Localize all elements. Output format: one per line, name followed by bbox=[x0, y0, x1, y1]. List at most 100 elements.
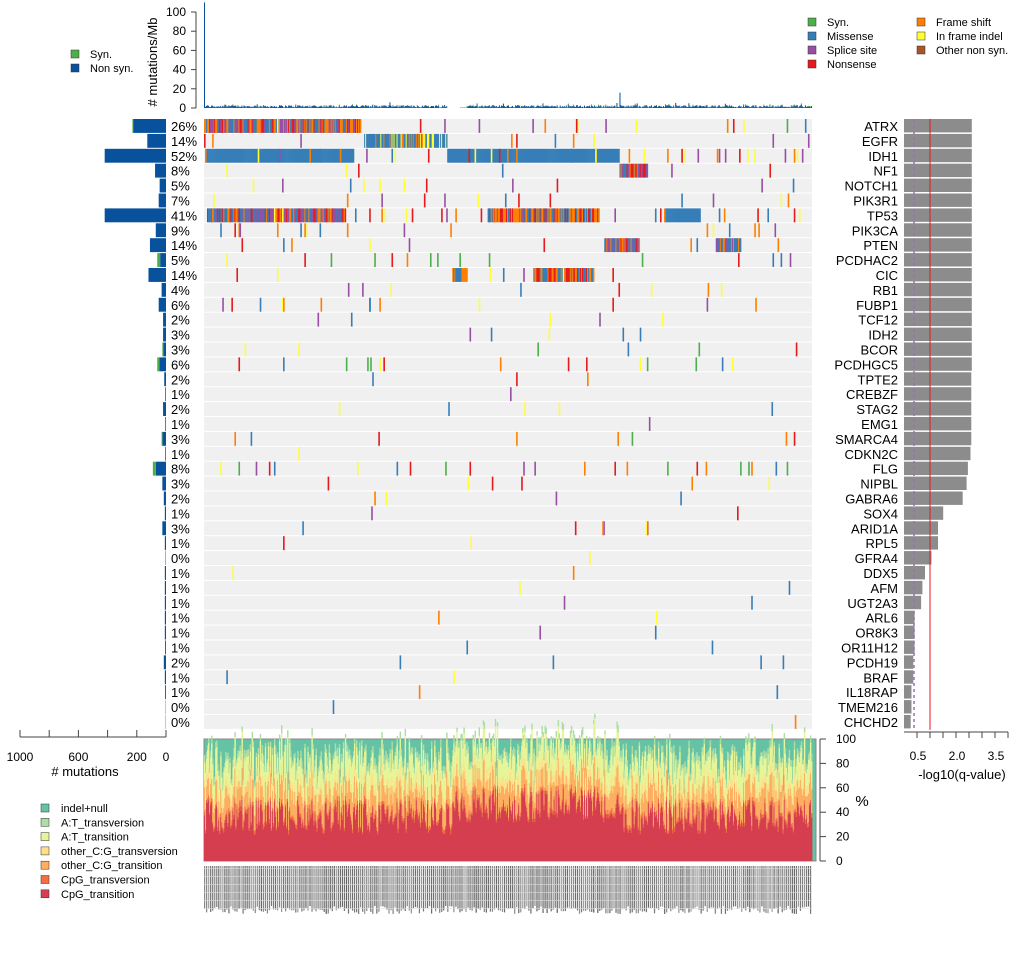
spectrum-segment bbox=[245, 756, 247, 782]
mutation-cell bbox=[793, 148, 796, 163]
spectrum-segment bbox=[599, 778, 601, 801]
mutation-cell bbox=[217, 208, 219, 223]
spectrum-segment bbox=[223, 800, 225, 809]
mutation-cell bbox=[628, 148, 631, 163]
mutation-cell bbox=[274, 119, 277, 133]
spectrum-segment bbox=[522, 765, 524, 789]
burden-bar bbox=[261, 107, 263, 108]
spectrum-segment bbox=[619, 786, 621, 812]
mutation-cell bbox=[491, 208, 494, 223]
mutation-cell bbox=[646, 521, 649, 536]
spectrum-segment bbox=[598, 779, 600, 794]
burden-bar bbox=[364, 106, 366, 108]
mutation-cell bbox=[261, 119, 264, 133]
spectrum-segment bbox=[437, 781, 439, 796]
spectrum-segment bbox=[538, 760, 540, 771]
burden-bar bbox=[491, 105, 493, 108]
spectrum-segment bbox=[475, 749, 477, 756]
spectrum-segment bbox=[616, 721, 618, 729]
spectrum-segment bbox=[655, 783, 658, 791]
spectrum-segment bbox=[562, 788, 565, 861]
spectrum-segment bbox=[540, 745, 542, 762]
burden-bar bbox=[314, 105, 316, 108]
mutation-cell bbox=[706, 297, 709, 312]
mutation-cell bbox=[317, 148, 319, 163]
burden-bar bbox=[502, 103, 504, 108]
spectrum-segment bbox=[288, 783, 290, 790]
mutation-cell bbox=[237, 208, 239, 223]
spectrum-segment bbox=[347, 758, 350, 776]
mutation-cell bbox=[209, 119, 211, 133]
spectrum-segment bbox=[604, 734, 606, 764]
spectrum-segment bbox=[226, 776, 228, 789]
mutation-cell bbox=[220, 119, 222, 133]
burden-bar bbox=[273, 106, 275, 108]
q-value-bar bbox=[904, 133, 972, 148]
spectrum-segment bbox=[223, 828, 225, 833]
mutation-cell bbox=[724, 148, 727, 163]
spectrum-segment bbox=[458, 740, 460, 748]
spectrum-segment bbox=[224, 767, 226, 790]
spectrum-segment bbox=[335, 750, 338, 757]
spectrum-segment bbox=[473, 782, 475, 800]
burden-syn-bar bbox=[403, 106, 405, 108]
mutation-cell bbox=[206, 148, 208, 163]
mutation-cell bbox=[356, 119, 358, 133]
spectrum-segment bbox=[259, 733, 262, 741]
spectrum-segment bbox=[299, 816, 301, 861]
burden-bar bbox=[233, 105, 235, 108]
spectrum-segment bbox=[535, 761, 537, 783]
mutation-cell bbox=[573, 148, 576, 163]
burden-syn-bar bbox=[533, 105, 535, 107]
spectrum-segment bbox=[341, 758, 344, 763]
spectrum-segment bbox=[506, 783, 509, 805]
mutation-cell bbox=[501, 163, 504, 178]
mutation-cell bbox=[256, 148, 259, 163]
spectrum-segment bbox=[421, 822, 424, 861]
burden-bar bbox=[658, 105, 660, 108]
spectrum-segment bbox=[479, 748, 482, 770]
spectrum-segment bbox=[286, 825, 288, 829]
mutation-cell bbox=[241, 119, 243, 133]
burden-bar bbox=[702, 106, 704, 108]
burden-bar bbox=[359, 106, 361, 108]
gene-name: GFRA4 bbox=[855, 551, 898, 566]
mutation-cell bbox=[454, 268, 456, 282]
spectrum-segment bbox=[479, 769, 482, 781]
spectrum-segment bbox=[620, 750, 622, 758]
spectrum-segment bbox=[520, 781, 522, 793]
burden-bar bbox=[407, 105, 409, 108]
spectrum-segment bbox=[638, 768, 641, 777]
spectrum-segment bbox=[363, 787, 365, 805]
spectrum-segment bbox=[296, 824, 298, 830]
spectrum-segment bbox=[296, 829, 298, 861]
mutation-cell bbox=[540, 148, 542, 163]
mutation-cell bbox=[204, 119, 206, 133]
spectrum-segment bbox=[436, 808, 438, 823]
spectrum-segment bbox=[306, 830, 308, 861]
burden-bar bbox=[761, 106, 763, 108]
spectrum-segment bbox=[367, 765, 369, 772]
mutation-cell bbox=[313, 208, 315, 223]
mutation-cell bbox=[263, 119, 266, 133]
spectrum-segment bbox=[493, 805, 496, 861]
spectrum-segment bbox=[335, 807, 338, 812]
spectrum-segment bbox=[253, 815, 256, 831]
spectrum-segment bbox=[261, 785, 264, 810]
spectrum-segment bbox=[255, 782, 258, 798]
mutation-cell bbox=[419, 133, 422, 148]
spectrum-segment bbox=[420, 735, 423, 743]
gene-percent: 0% bbox=[171, 551, 190, 566]
spectrum-segment bbox=[398, 813, 400, 861]
spectrum-segment bbox=[358, 827, 360, 833]
burden-bar bbox=[593, 106, 595, 108]
matrix-row-bg bbox=[204, 431, 812, 446]
mutation-cell bbox=[488, 208, 491, 223]
spectrum-segment bbox=[409, 751, 412, 756]
spectrum-segment bbox=[605, 813, 607, 861]
mutation-cell bbox=[343, 119, 346, 133]
spectrum-segment bbox=[373, 762, 375, 770]
spectrum-segment bbox=[386, 760, 388, 780]
spectrum-segment bbox=[515, 800, 517, 815]
gene-percent: 8% bbox=[171, 164, 190, 179]
